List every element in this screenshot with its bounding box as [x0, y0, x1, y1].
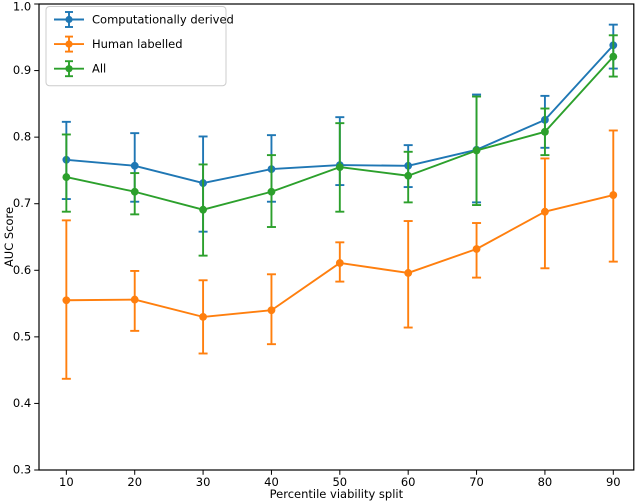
data-point-marker — [62, 173, 71, 181]
data-point-marker — [541, 207, 549, 216]
data-point-marker — [335, 163, 344, 172]
y-axis-label: AUC Score — [2, 207, 16, 267]
data-point-marker — [609, 52, 618, 61]
legend-label: All — [92, 62, 106, 76]
x-tick-label: 50 — [332, 475, 347, 489]
legend-marker — [65, 15, 73, 24]
data-point-marker — [404, 171, 413, 180]
x-tick-label: 10 — [59, 475, 74, 489]
data-point-marker — [62, 296, 71, 305]
legend-box — [45, 6, 227, 87]
legend-marker — [65, 65, 73, 73]
x-tick-label: 20 — [127, 475, 142, 489]
legend-marker — [65, 40, 73, 48]
data-point-marker — [267, 306, 276, 315]
data-point-marker — [130, 161, 139, 170]
data-point-marker — [541, 127, 549, 136]
x-tick-label: 30 — [196, 475, 211, 489]
legend-item-computationally-derived: Computationally derived — [54, 11, 234, 28]
y-tick-label: 0.9 — [13, 63, 31, 77]
data-point-marker — [609, 191, 618, 199]
data-point-marker — [199, 312, 207, 321]
plot-frame — [38, 3, 635, 471]
x-axis: 10 20 30 40 50 60 70 80 90 Percentile viability s… — [59, 470, 621, 501]
y-axis: 0.3 0.4 0.5 0.6 0.7 0.8 0.9 1.0 AUC Score — [2, 0, 39, 477]
data-point-marker — [335, 259, 344, 267]
data-point-marker — [130, 187, 139, 196]
x-tick-label: 40 — [264, 475, 279, 489]
data-point-marker — [472, 146, 481, 155]
x-tick-label: 90 — [606, 475, 621, 489]
y-tick-label: 0.8 — [13, 130, 31, 144]
data-point-marker — [130, 295, 139, 304]
y-tick-label: 0.6 — [13, 263, 31, 277]
y-tick-label: 0.7 — [13, 196, 31, 210]
legend-label: Human labelled — [92, 37, 183, 51]
x-tick-label: 80 — [538, 475, 553, 489]
series-markers-all — [62, 52, 618, 214]
data-point-marker — [404, 269, 413, 277]
y-tick-label: 1.0 — [13, 0, 31, 14]
series-human-labelled — [61, 129, 618, 380]
x-tick-label: 70 — [469, 475, 484, 489]
x-axis-label: Percentile viability split — [270, 487, 404, 501]
legend-label: Computationally derived — [92, 13, 234, 27]
y-tick-label: 0.5 — [13, 329, 31, 343]
data-point-marker — [199, 205, 207, 214]
series-all — [61, 34, 618, 257]
legend-item-all: All — [54, 60, 106, 78]
data-point-marker — [472, 245, 481, 253]
legend: Computationally derived Human labelled All — [45, 6, 234, 87]
y-tick-label: 0.3 — [13, 463, 31, 477]
data-point-marker — [267, 187, 276, 196]
y-tick-label: 0.4 — [13, 396, 31, 410]
series-markers-human-labelled — [62, 191, 618, 321]
legend-item-human-labelled: Human labelled — [54, 35, 183, 53]
x-tick-label: 60 — [401, 475, 416, 489]
